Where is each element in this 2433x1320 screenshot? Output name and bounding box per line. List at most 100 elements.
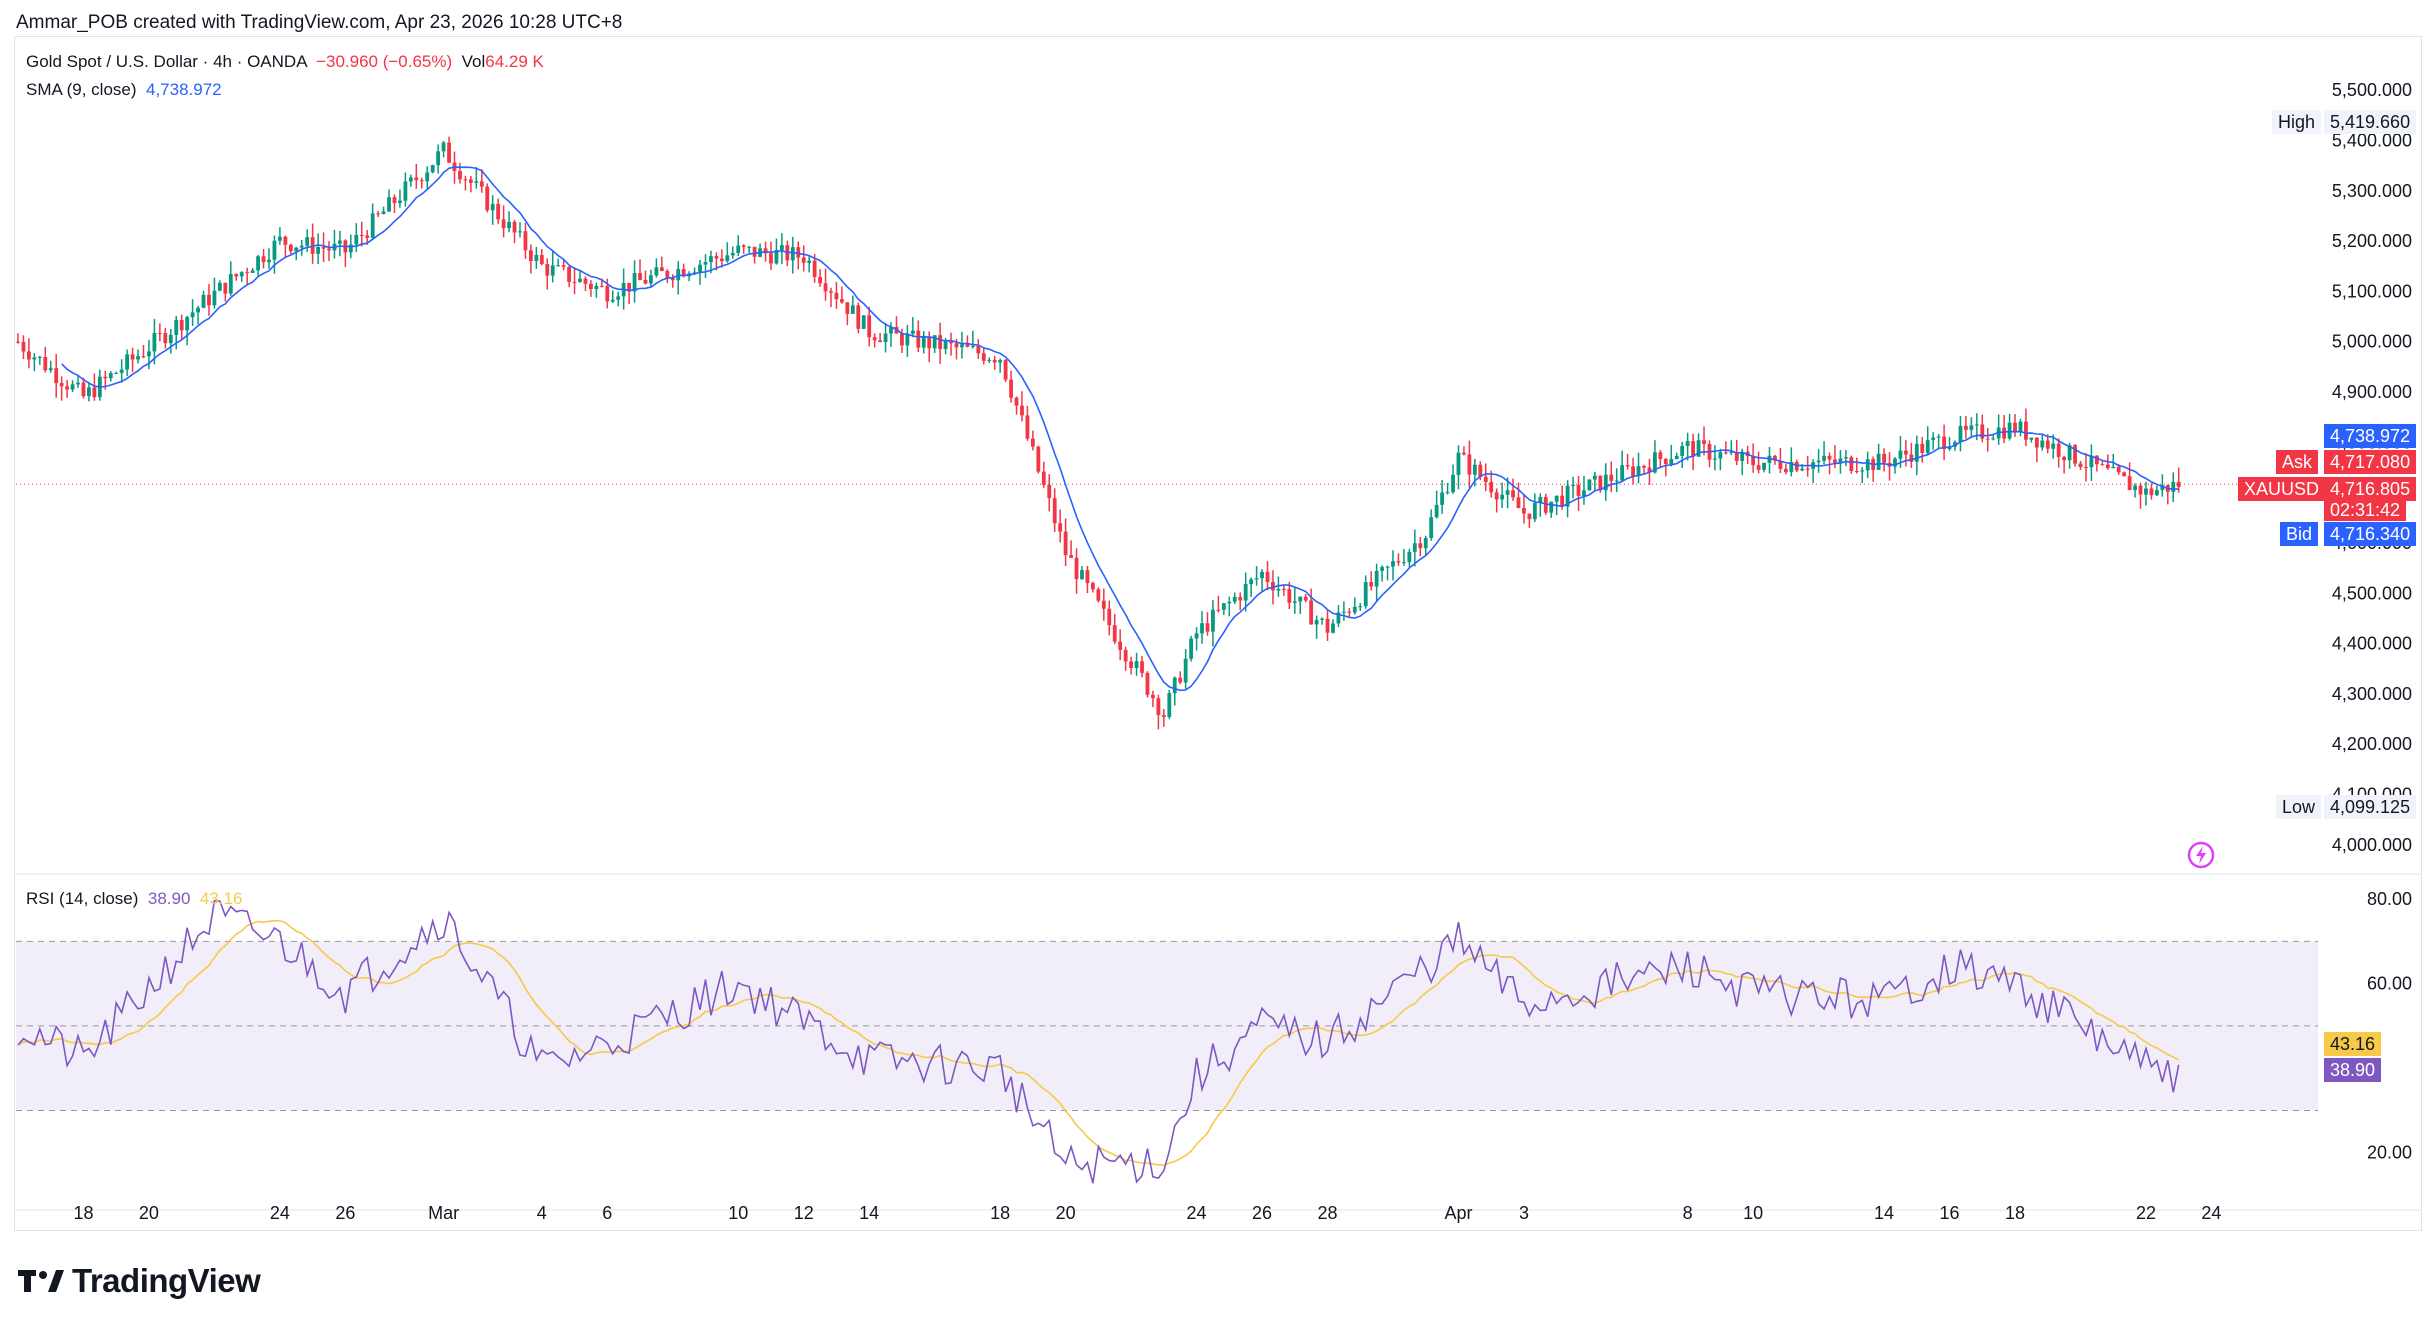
time-label: 14	[859, 1203, 879, 1223]
rsi-ma-value: 43.16	[199, 889, 243, 908]
symbol-legend[interactable]: Gold Spot / U.S. Dollar · 4h · OANDA −30…	[26, 52, 544, 72]
candle-body	[1123, 649, 1128, 662]
rsi-tick-label: 20.00	[2367, 1143, 2412, 1163]
candle-body	[283, 236, 288, 245]
candle-body	[850, 305, 855, 314]
candle-body	[1773, 455, 1777, 461]
candle-body	[436, 151, 441, 166]
candle-body	[1183, 658, 1188, 683]
candle-body	[65, 386, 70, 390]
rsi-value-tag: 38.90	[2324, 1058, 2382, 1082]
candle-body	[54, 368, 59, 384]
sma-polyline	[61, 166, 2179, 692]
time-label: Apr	[1444, 1203, 1472, 1223]
candle-body	[801, 257, 806, 263]
candle-body	[1991, 438, 1996, 440]
candle-body	[1020, 405, 1024, 416]
candle-body	[1865, 459, 1870, 471]
time-label: 26	[335, 1203, 355, 1223]
price-tick-label: 5,200.000	[2332, 231, 2412, 251]
price-tick-label: 4,000.000	[2332, 835, 2412, 855]
candle-body	[829, 291, 833, 293]
sma-price-tag: 4,738.972	[2324, 424, 2417, 448]
time-label: 24	[2201, 1203, 2221, 1223]
candle-body	[1112, 625, 1117, 642]
candle-body	[2073, 445, 2077, 464]
time-label: 4	[537, 1203, 547, 1223]
time-label: 20	[139, 1203, 159, 1223]
candle-body	[2176, 481, 2181, 488]
candle-body	[1232, 596, 1237, 602]
candle-body	[714, 256, 719, 259]
candle-body	[1696, 440, 1701, 457]
candle-body	[387, 197, 391, 212]
candle-body	[1882, 453, 1886, 463]
candle-body	[419, 180, 424, 182]
candle-body	[2078, 463, 2083, 468]
candle-body	[1642, 466, 1646, 468]
candle-body	[774, 250, 779, 264]
candle-body	[741, 245, 746, 248]
candle-body	[1762, 462, 1766, 470]
candle-body	[1898, 450, 1903, 459]
candle-body	[812, 260, 817, 278]
candle-body	[2051, 443, 2056, 449]
candle-body	[1947, 446, 1952, 450]
candle-body	[583, 278, 588, 284]
candle-body	[1658, 452, 1663, 459]
candle-body	[900, 333, 904, 346]
candle-body	[1598, 475, 1603, 491]
candle-body	[1298, 596, 1303, 602]
last-price-tag: 4,716.805	[2324, 477, 2417, 501]
candle-body	[59, 383, 64, 387]
candle-body	[518, 231, 522, 233]
candle-body	[905, 333, 910, 346]
candle-body	[1614, 480, 1619, 482]
candle-body	[632, 273, 637, 292]
candle-body	[179, 319, 184, 331]
symbol-title: Gold Spot / U.S. Dollar · 4h · OANDA	[26, 52, 307, 71]
candle-body	[1134, 661, 1139, 669]
candle-body	[599, 285, 604, 287]
candle-body	[1751, 455, 1756, 466]
candle-body	[1281, 588, 1286, 590]
candle-body	[2122, 472, 2127, 477]
candle-body	[1974, 424, 1979, 426]
candle-body	[938, 335, 943, 350]
candle-body	[1227, 601, 1232, 604]
candle-body	[217, 282, 222, 291]
candle-body	[43, 357, 48, 371]
candle-body	[1156, 698, 1161, 716]
candle-body	[1652, 452, 1657, 473]
candle-body	[1505, 490, 1510, 495]
sma-legend[interactable]: SMA (9, close) 4,738.972	[26, 80, 222, 100]
candle-body	[2045, 440, 2050, 449]
lightning-icon[interactable]	[2186, 840, 2216, 870]
rsi-legend[interactable]: RSI (14, close) 38.90 43.16	[26, 889, 242, 909]
candle-body	[998, 360, 1003, 363]
time-label: 24	[270, 1203, 290, 1223]
candle-body	[2116, 466, 2121, 473]
candle-body	[567, 266, 572, 282]
candle-body	[277, 236, 282, 241]
candle-body	[1942, 436, 1947, 450]
candle-body	[1964, 425, 1968, 430]
rsi-tick-label: 60.00	[2367, 974, 2412, 994]
candle-body	[1833, 459, 1837, 464]
candle-body	[234, 274, 239, 277]
candle-body	[698, 264, 702, 273]
candle-body	[1549, 501, 1554, 513]
candle-body	[1740, 451, 1745, 462]
tradingview-logo[interactable]: TradingView	[18, 1262, 261, 1300]
tradingview-mark-icon	[18, 1270, 64, 1292]
candle-body	[125, 354, 130, 370]
candle-body	[572, 281, 577, 283]
time-label: 24	[1187, 1203, 1207, 1223]
candle-body	[1101, 600, 1106, 609]
candle-body	[1729, 451, 1734, 453]
candle-body	[1500, 494, 1505, 500]
high-label-tag: High	[2272, 110, 2322, 134]
candle-body	[16, 341, 20, 343]
candle-body	[1238, 596, 1243, 601]
